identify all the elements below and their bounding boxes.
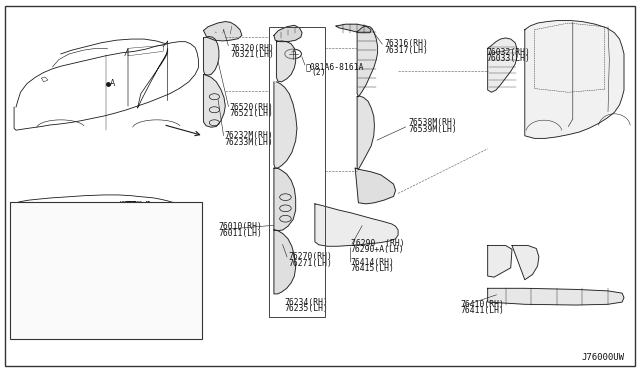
Polygon shape [488, 246, 512, 277]
Polygon shape [488, 288, 624, 305]
Text: VIEW A: VIEW A [122, 201, 151, 210]
Text: 76320(RH): 76320(RH) [230, 44, 275, 53]
Text: (DRIVER: (DRIVER [117, 207, 151, 216]
Text: 76234(RH): 76234(RH) [285, 298, 329, 307]
Text: 76290+A(LH): 76290+A(LH) [351, 246, 404, 254]
Text: 76290  (RH): 76290 (RH) [351, 239, 404, 248]
Polygon shape [488, 38, 517, 92]
Polygon shape [357, 96, 374, 169]
Polygon shape [204, 74, 225, 127]
Text: 76520(RH): 76520(RH) [229, 103, 273, 112]
Text: 76256M: 76256M [13, 332, 42, 341]
Text: (DRIVER: (DRIVER [118, 208, 152, 217]
Text: 76539M(LH): 76539M(LH) [408, 125, 457, 134]
Text: 76521(LH): 76521(LH) [229, 109, 273, 118]
Polygon shape [274, 230, 296, 294]
Bar [10, 202, 202, 339]
Text: 76233M(LH): 76233M(LH) [224, 138, 273, 147]
Polygon shape [276, 41, 296, 82]
Bar [102, 291, 141, 307]
Text: 76010(RH): 76010(RH) [219, 222, 263, 231]
Circle shape [18, 250, 31, 257]
Text: 76410(RH): 76410(RH) [461, 300, 505, 309]
Text: 76538M(RH): 76538M(RH) [408, 118, 457, 127]
Text: 76232M(RH): 76232M(RH) [224, 131, 273, 140]
Polygon shape [204, 36, 219, 75]
Bar [48, 230, 96, 249]
Text: 76256M: 76256M [13, 332, 42, 341]
Polygon shape [525, 20, 624, 138]
Polygon shape [274, 82, 297, 168]
Text: 76317(LH): 76317(LH) [384, 46, 428, 55]
Text: 76235(LH): 76235(LH) [285, 304, 329, 313]
Text: A: A [110, 79, 115, 88]
Text: (2): (2) [311, 68, 326, 77]
Text: 76414(RH): 76414(RH) [351, 258, 395, 267]
Text: 76415(LH): 76415(LH) [351, 264, 395, 273]
Polygon shape [204, 22, 242, 41]
Text: 76411(LH): 76411(LH) [461, 306, 505, 315]
Text: SIDE): SIDE) [122, 214, 146, 223]
Bar [269, 27, 325, 317]
Text: SIDE): SIDE) [120, 214, 145, 222]
Circle shape [20, 266, 33, 273]
Polygon shape [357, 26, 378, 97]
Polygon shape [512, 246, 539, 280]
Text: 76032(RH): 76032(RH) [486, 48, 531, 57]
Polygon shape [274, 168, 296, 231]
Text: 76033(LH): 76033(LH) [486, 54, 531, 63]
Text: VIEW A: VIEW A [120, 201, 150, 210]
Text: J76000UW: J76000UW [581, 353, 624, 362]
Circle shape [20, 234, 33, 242]
Text: 76321(LH): 76321(LH) [230, 50, 275, 59]
Polygon shape [315, 204, 398, 246]
Polygon shape [274, 25, 302, 42]
Polygon shape [336, 24, 371, 33]
Text: 76316(RH): 76316(RH) [384, 39, 428, 48]
Text: 76271(LH): 76271(LH) [288, 259, 332, 267]
Text: 76011(LH): 76011(LH) [219, 229, 263, 238]
Polygon shape [355, 168, 396, 204]
Text: 76270(RH): 76270(RH) [288, 252, 332, 261]
Text: ①081A6-8161A: ①081A6-8161A [306, 62, 364, 71]
